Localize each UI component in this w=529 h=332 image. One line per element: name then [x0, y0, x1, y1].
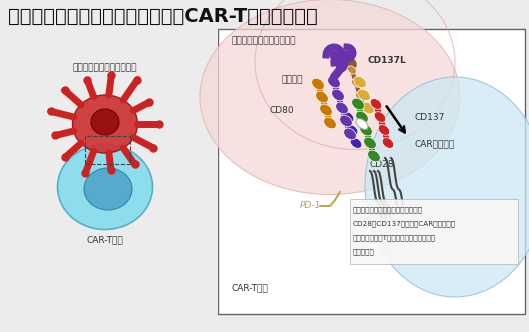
Ellipse shape: [374, 112, 386, 123]
Ellipse shape: [375, 107, 381, 114]
Ellipse shape: [84, 168, 132, 210]
Text: CD28、CD137とともにCARたんぱくが: CD28、CD137とともにCARたんぱくが: [353, 220, 456, 227]
Ellipse shape: [382, 133, 390, 140]
Text: CD137L: CD137L: [368, 55, 407, 64]
Ellipse shape: [370, 99, 382, 109]
Ellipse shape: [365, 77, 529, 297]
Text: 遺伝子改変フィーダー細胞によって: 遺伝子改変フィーダー細胞によって: [353, 206, 423, 212]
Text: PD-1: PD-1: [300, 202, 321, 210]
Ellipse shape: [342, 112, 354, 123]
Ellipse shape: [363, 137, 376, 149]
Text: CAR-T細胞: CAR-T細胞: [232, 283, 269, 292]
Ellipse shape: [200, 0, 460, 195]
Text: CD137: CD137: [415, 113, 445, 122]
Bar: [0, 29, 218, 314]
Ellipse shape: [324, 117, 336, 129]
Ellipse shape: [72, 95, 138, 153]
Bar: [350, 199, 518, 264]
Text: 遺伝子改変フィーダー細胞によるCAR-T細胞の活性化: 遺伝子改変フィーダー細胞によるCAR-T細胞の活性化: [8, 7, 318, 26]
Text: CD28: CD28: [370, 159, 395, 169]
Ellipse shape: [378, 124, 390, 135]
Ellipse shape: [321, 100, 327, 107]
Ellipse shape: [360, 124, 372, 136]
Ellipse shape: [344, 128, 357, 140]
Ellipse shape: [312, 78, 324, 90]
Ellipse shape: [358, 89, 370, 101]
Ellipse shape: [350, 138, 362, 148]
Ellipse shape: [362, 102, 375, 114]
Text: CARたんぱく: CARたんぱく: [415, 139, 455, 148]
Bar: [218, 29, 525, 314]
Ellipse shape: [378, 120, 386, 127]
Ellipse shape: [336, 102, 348, 114]
Ellipse shape: [357, 107, 363, 114]
Ellipse shape: [340, 115, 352, 127]
Ellipse shape: [324, 113, 332, 120]
Ellipse shape: [332, 85, 340, 92]
Ellipse shape: [316, 87, 324, 94]
Ellipse shape: [354, 76, 366, 88]
Text: 遺伝子改変フィーダー細胞: 遺伝子改変フィーダー細胞: [73, 63, 137, 72]
Text: 結合することでT細胞が疲弊することなく: 結合することでT細胞が疲弊することなく: [353, 234, 436, 241]
Ellipse shape: [344, 124, 352, 131]
Ellipse shape: [91, 109, 119, 135]
Ellipse shape: [382, 138, 394, 148]
Ellipse shape: [355, 92, 364, 100]
Ellipse shape: [346, 124, 358, 135]
Text: がん抗原: がん抗原: [282, 75, 304, 85]
Ellipse shape: [320, 104, 332, 116]
Ellipse shape: [340, 111, 348, 118]
Ellipse shape: [368, 146, 376, 153]
Text: CAR-T細胞: CAR-T細胞: [87, 235, 123, 244]
Ellipse shape: [58, 144, 152, 229]
Ellipse shape: [352, 98, 364, 110]
Bar: [85, 136, 130, 164]
Ellipse shape: [368, 150, 380, 162]
Ellipse shape: [327, 76, 340, 88]
Ellipse shape: [351, 79, 360, 87]
Ellipse shape: [348, 66, 357, 74]
Ellipse shape: [360, 105, 369, 113]
Ellipse shape: [356, 119, 368, 129]
Text: CD80: CD80: [270, 106, 295, 115]
Text: 活性化する: 活性化する: [353, 248, 375, 255]
Text: 遺伝子改変フィーダー細胞: 遺伝子改変フィーダー細胞: [232, 36, 296, 45]
Ellipse shape: [336, 98, 344, 105]
Ellipse shape: [355, 111, 368, 123]
Ellipse shape: [332, 89, 344, 101]
Ellipse shape: [316, 91, 329, 103]
Ellipse shape: [360, 120, 368, 127]
Ellipse shape: [364, 133, 372, 140]
